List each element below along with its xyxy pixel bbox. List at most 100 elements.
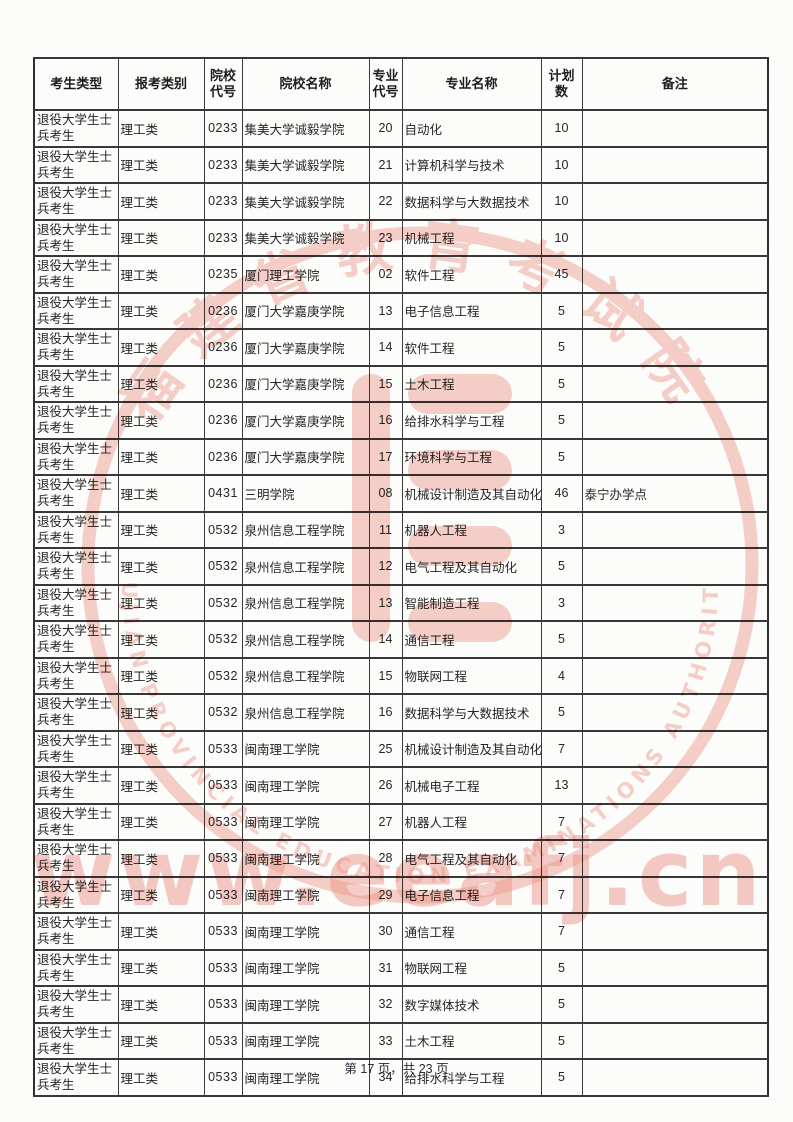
cell-college-code: 0533 (203, 912, 243, 951)
cell-apply-category: 理工类 (117, 948, 205, 987)
table-row: 退役大学生士兵考生 理工类 0533 闽南理工学院 25 机械设计制造及其自动化 7 (33, 729, 769, 768)
cell-major-code: 23 (368, 218, 403, 257)
cell-college-code: 0533 (203, 1021, 243, 1060)
cell-college-code: 0533 (203, 802, 243, 841)
cell-plan-count: 45 (540, 255, 583, 294)
cell-major-code: 25 (368, 729, 403, 768)
cell-major-code: 32 (368, 985, 403, 1024)
cell-candidate-type: 退役大学生士兵考生 (33, 839, 119, 878)
cell-college-name: 厦门大学嘉庚学院 (241, 437, 370, 476)
header-remark: 备注 (581, 57, 769, 111)
cell-plan-count: 5 (540, 620, 583, 659)
cell-candidate-type: 退役大学生士兵考生 (33, 547, 119, 586)
table-row: 退役大学生士兵考生 理工类 0236 厦门大学嘉庚学院 15 土木工程 5 (33, 364, 769, 403)
cell-plan-count: 7 (540, 729, 583, 768)
header-candidate-type: 考生类型 (33, 57, 119, 111)
cell-college-name: 厦门大学嘉庚学院 (241, 291, 370, 330)
page-number-footer: 第 17 页，共 23 页 (344, 1062, 449, 1076)
cell-college-code: 0532 (203, 620, 243, 659)
cell-college-code: 0236 (203, 437, 243, 476)
table-row: 退役大学生士兵考生 理工类 0233 集美大学诚毅学院 23 机械工程 10 (33, 218, 769, 257)
cell-plan-count: 7 (540, 839, 583, 878)
cell-major-name: 给排水科学与工程 (401, 1058, 542, 1097)
cell-remark (581, 255, 769, 294)
cell-college-code: 0533 (203, 875, 243, 914)
cell-plan-count: 5 (540, 291, 583, 330)
cell-candidate-type: 退役大学生士兵考生 (33, 145, 119, 184)
cell-apply-category: 理工类 (117, 328, 205, 367)
cell-major-name: 机械电子工程 (401, 766, 542, 805)
table-row: 退役大学生士兵考生 理工类 0533 闽南理工学院 34 给排水科学与工程 5 (33, 1058, 769, 1097)
table-row: 退役大学生士兵考生 理工类 0236 厦门大学嘉庚学院 16 给排水科学与工程 5 (33, 401, 769, 440)
table-row: 退役大学生士兵考生 理工类 0533 闽南理工学院 27 机器人工程 7 (33, 802, 769, 841)
cell-remark (581, 948, 769, 987)
cell-plan-count: 13 (540, 766, 583, 805)
table-row: 退役大学生士兵考生 理工类 0532 泉州信息工程学院 16 数据科学与大数据技术 5 (33, 693, 769, 732)
cell-major-name: 自动化 (401, 109, 542, 148)
cell-college-code: 0532 (203, 547, 243, 586)
table-row: 退役大学生士兵考生 理工类 0236 厦门大学嘉庚学院 14 软件工程 5 (33, 328, 769, 367)
cell-remark (581, 875, 769, 914)
cell-major-code: 21 (368, 145, 403, 184)
cell-college-name: 厦门大学嘉庚学院 (241, 328, 370, 367)
cell-remark (581, 1058, 769, 1097)
cell-remark (581, 656, 769, 695)
cell-college-name: 闽南理工学院 (241, 1021, 370, 1060)
cell-major-code: 15 (368, 364, 403, 403)
cell-major-code: 29 (368, 875, 403, 914)
cell-major-code: 33 (368, 1021, 403, 1060)
cell-candidate-type: 退役大学生士兵考生 (33, 291, 119, 330)
cell-apply-category: 理工类 (117, 474, 205, 513)
cell-remark (581, 1021, 769, 1060)
table-row: 退役大学生士兵考生 理工类 0233 集美大学诚毅学院 21 计算机科学与技术 10 (33, 145, 769, 184)
cell-college-name: 闽南理工学院 (241, 912, 370, 951)
cell-plan-count: 5 (540, 437, 583, 476)
cell-remark (581, 510, 769, 549)
header-major-code: 专业代号 (368, 57, 403, 111)
cell-major-name: 给排水科学与工程 (401, 401, 542, 440)
cell-major-name: 机械设计制造及其自动化 (401, 729, 542, 768)
cell-major-name: 计算机科学与技术 (401, 145, 542, 184)
cell-plan-count: 7 (540, 912, 583, 951)
cell-candidate-type: 退役大学生士兵考生 (33, 1021, 119, 1060)
table-row: 退役大学生士兵考生 理工类 0533 闽南理工学院 30 通信工程 7 (33, 912, 769, 951)
cell-candidate-type: 退役大学生士兵考生 (33, 474, 119, 513)
cell-major-code: 11 (368, 510, 403, 549)
cell-remark (581, 766, 769, 805)
cell-plan-count: 5 (540, 985, 583, 1024)
cell-candidate-type: 退役大学生士兵考生 (33, 948, 119, 987)
cell-remark (581, 364, 769, 403)
cell-college-name: 集美大学诚毅学院 (241, 109, 370, 148)
cell-college-code: 0233 (203, 218, 243, 257)
cell-major-code: 15 (368, 656, 403, 695)
cell-major-name: 土木工程 (401, 1021, 542, 1060)
cell-major-code: 20 (368, 109, 403, 148)
cell-college-code: 0533 (203, 1058, 243, 1097)
table-row: 退役大学生士兵考生 理工类 0233 集美大学诚毅学院 22 数据科学与大数据技术 10 (33, 182, 769, 221)
cell-major-name: 电气工程及其自动化 (401, 839, 542, 878)
cell-plan-count: 5 (540, 364, 583, 403)
cell-college-code: 0532 (203, 510, 243, 549)
table-row: 退役大学生士兵考生 理工类 0235 厦门理工学院 02 软件工程 45 (33, 255, 769, 294)
cell-college-code: 0533 (203, 766, 243, 805)
cell-college-code: 0532 (203, 693, 243, 732)
cell-candidate-type: 退役大学生士兵考生 (33, 109, 119, 148)
cell-college-name: 闽南理工学院 (241, 948, 370, 987)
cell-college-code: 0233 (203, 109, 243, 148)
cell-candidate-type: 退役大学生士兵考生 (33, 985, 119, 1024)
table-row: 退役大学生士兵考生 理工类 0533 闽南理工学院 29 电子信息工程 7 (33, 875, 769, 914)
cell-college-name: 闽南理工学院 (241, 1058, 370, 1097)
cell-major-code: 02 (368, 255, 403, 294)
cell-college-name: 厦门大学嘉庚学院 (241, 401, 370, 440)
cell-remark: 泰宁办学点 (581, 474, 769, 513)
cell-remark (581, 145, 769, 184)
cell-remark (581, 729, 769, 768)
cell-apply-category: 理工类 (117, 875, 205, 914)
cell-major-name: 电子信息工程 (401, 291, 542, 330)
cell-apply-category: 理工类 (117, 839, 205, 878)
cell-college-name: 厦门理工学院 (241, 255, 370, 294)
cell-apply-category: 理工类 (117, 1058, 205, 1097)
table-row: 退役大学生士兵考生 理工类 0532 泉州信息工程学院 11 机器人工程 3 (33, 510, 769, 549)
header-college-name: 院校名称 (241, 57, 370, 111)
cell-apply-category: 理工类 (117, 255, 205, 294)
